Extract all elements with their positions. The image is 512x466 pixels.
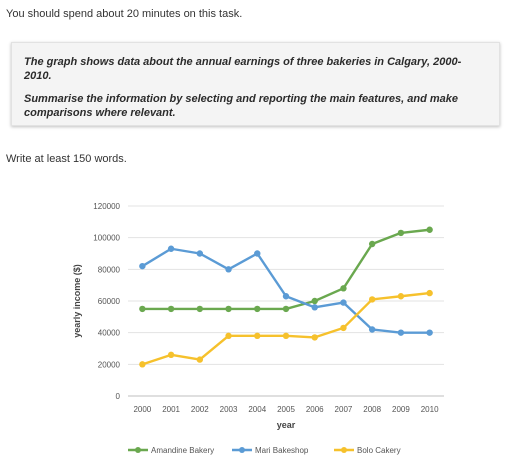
data-point <box>397 293 405 300</box>
data-point <box>225 266 232 273</box>
data-point <box>426 226 433 233</box>
x-axis-ticks: 2000 2001 2002 2003 2004 2005 2006 2007 2008 2009… <box>133 405 439 414</box>
series-amandine-bakery <box>139 226 433 313</box>
legend: Amandine Bakery Mari Bakeshop Bolo Cakery <box>128 446 401 455</box>
x-tick-label: 2006 <box>306 405 324 414</box>
y-tick-label: 60000 <box>98 297 121 306</box>
x-tick-label: 2009 <box>392 405 410 414</box>
legend-label: Amandine Bakery <box>151 446 214 455</box>
data-point <box>139 361 146 368</box>
data-point <box>254 250 261 257</box>
legend-item: Bolo Cakery <box>334 446 401 455</box>
legend-item: Amandine Bakery <box>128 446 214 455</box>
legend-swatch-marker <box>341 447 347 453</box>
y-tick-label: 0 <box>116 392 121 401</box>
x-tick-label: 2010 <box>421 405 439 414</box>
series-lines <box>139 226 433 368</box>
data-point <box>426 289 433 297</box>
data-point <box>311 297 318 305</box>
data-point <box>397 229 405 237</box>
x-tick-label: 2003 <box>220 405 238 414</box>
data-point <box>225 305 232 313</box>
data-point <box>196 305 204 313</box>
legend-swatch-marker <box>135 447 141 453</box>
task-instruction: Summarise the information by selecting a… <box>24 93 458 119</box>
x-tick-label: 2004 <box>248 405 266 414</box>
data-point <box>340 285 347 292</box>
y-tick-label: 120000 <box>93 202 120 211</box>
data-point <box>340 299 347 306</box>
data-point <box>196 356 204 363</box>
data-point <box>196 250 204 257</box>
data-point <box>368 240 376 248</box>
data-point <box>340 324 347 332</box>
series-line <box>141 291 430 366</box>
x-tick-label: 2007 <box>335 405 353 414</box>
data-point <box>139 305 146 313</box>
data-point <box>254 305 261 313</box>
line-chart: 0 20000 40000 60000 80000 100000 120000 2000 20… <box>0 190 512 466</box>
y-axis-ticks: 0 20000 40000 60000 80000 100000 120000 <box>93 202 120 401</box>
data-point <box>368 296 376 303</box>
data-point <box>167 245 175 252</box>
data-point <box>426 329 433 336</box>
x-axis-label: year <box>277 420 296 430</box>
x-tick-label: 2005 <box>277 405 295 414</box>
data-point <box>282 305 290 313</box>
word-count-note: Write at least 150 words. <box>6 153 127 165</box>
data-point <box>282 332 290 340</box>
series-mari-bakeshop <box>139 245 433 336</box>
y-tick-label: 20000 <box>98 360 121 369</box>
x-tick-label: 2008 <box>363 405 381 414</box>
y-axis-label: yearly income ($) <box>72 264 82 338</box>
legend-item: Mari Bakeshop <box>232 446 309 455</box>
data-point <box>282 293 290 300</box>
data-point <box>225 332 232 340</box>
data-point <box>368 326 376 333</box>
x-tick-label: 2001 <box>162 405 180 414</box>
data-point <box>397 329 405 336</box>
task-description: The graph shows data about the annual ea… <box>24 56 462 82</box>
legend-label: Mari Bakeshop <box>255 446 309 455</box>
legend-label: Bolo Cakery <box>357 446 401 455</box>
legend-swatch-marker <box>239 447 245 453</box>
data-point <box>139 262 146 270</box>
data-point <box>311 304 318 311</box>
y-tick-label: 80000 <box>98 265 121 274</box>
y-tick-label: 100000 <box>93 234 120 243</box>
task-prompt-box: The graph shows data about the annual ea… <box>11 42 500 126</box>
data-point <box>311 334 318 341</box>
series-bolo-cakery <box>139 289 433 368</box>
x-tick-label: 2002 <box>191 405 209 414</box>
data-point <box>254 332 261 340</box>
x-tick-label: 2000 <box>133 405 151 414</box>
intro-text: You should spend about 20 minutes on thi… <box>6 8 243 20</box>
y-tick-label: 40000 <box>98 329 121 338</box>
data-point <box>167 305 175 313</box>
series-line <box>141 247 430 334</box>
data-point <box>167 351 175 359</box>
